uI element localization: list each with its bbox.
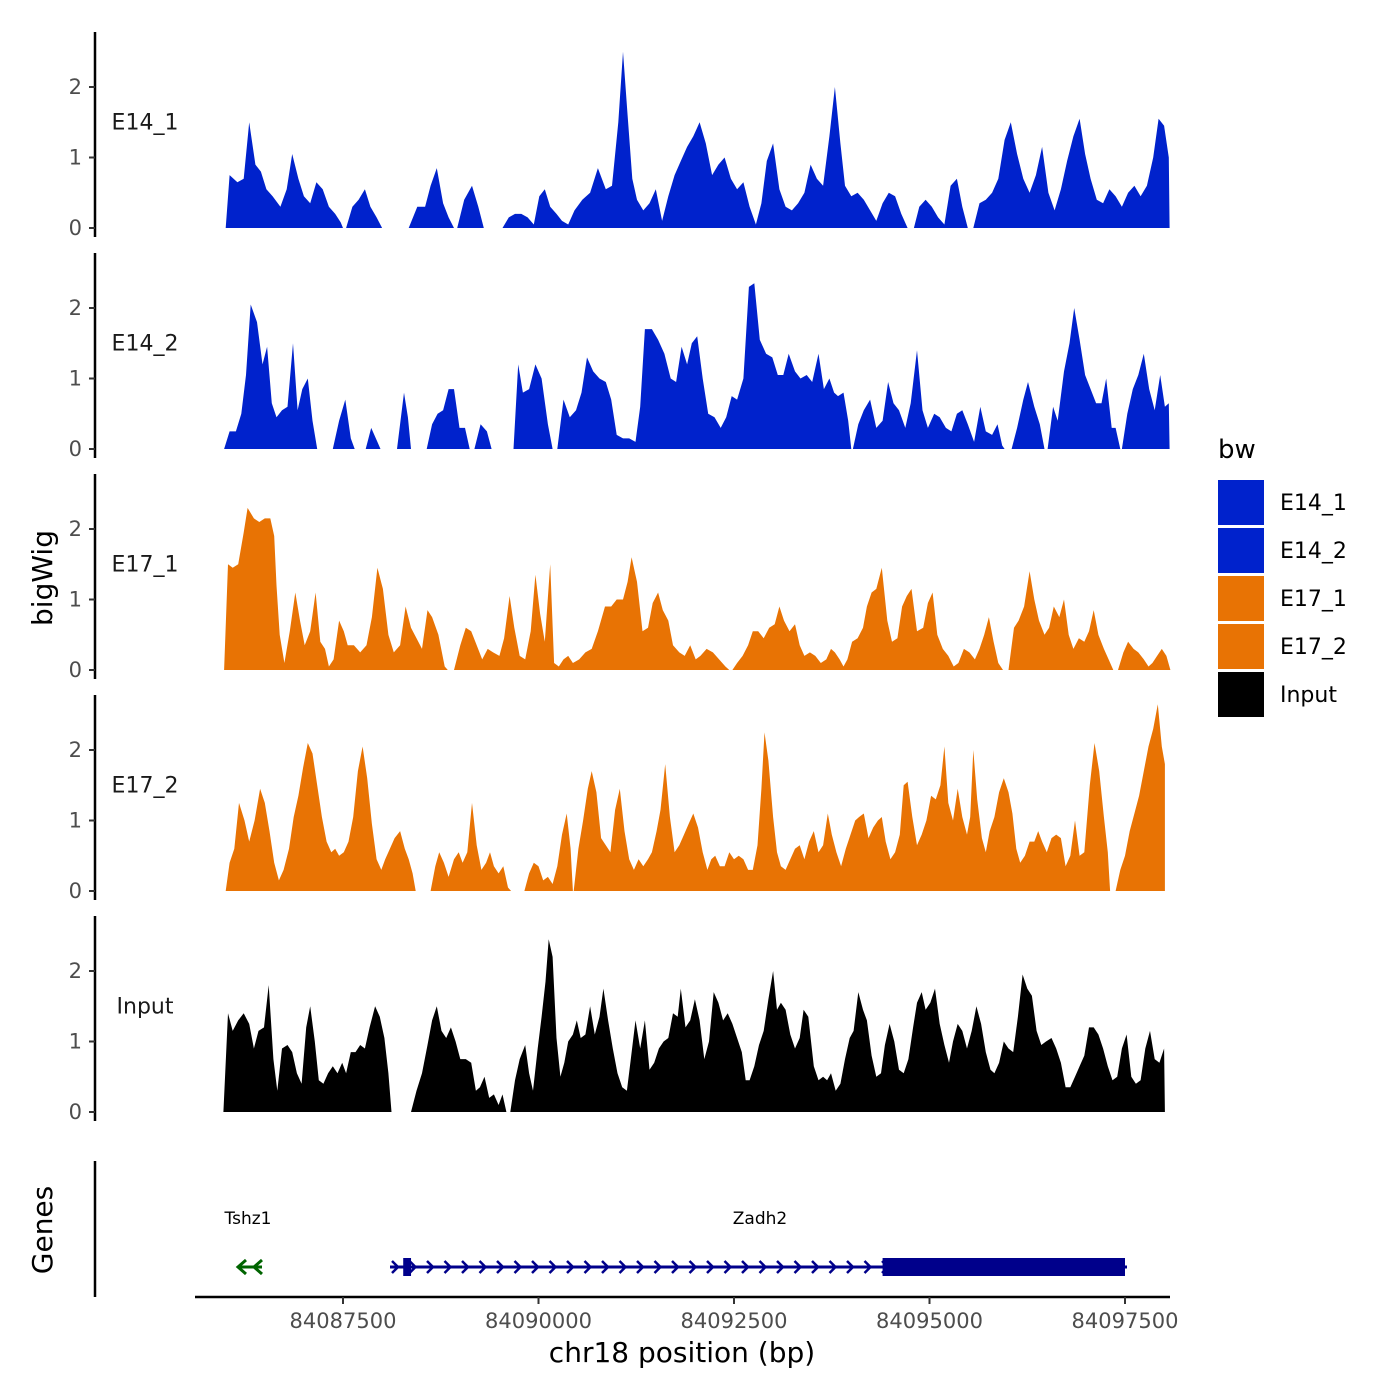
strand-arrow [723, 1260, 733, 1274]
y-tick-label: 0 [69, 437, 82, 461]
x-axis: 84087500 84090000 84092500 84095000 84097500 [195, 1295, 1179, 1333]
y-tick-label: 0 [69, 216, 82, 240]
strand-arrow [443, 1260, 453, 1274]
strand-arrow [653, 1260, 663, 1274]
exon [403, 1258, 412, 1276]
strand-arrow [408, 1260, 418, 1274]
legend-label-E14_1: E14_1 [1280, 491, 1347, 516]
signal-area-E14_2 [224, 283, 1170, 449]
track-label: E14_1 [112, 111, 179, 136]
x-tick-label: 84090000 [485, 1309, 592, 1333]
strand-arrow [478, 1260, 488, 1274]
gene-label: Zadh2 [733, 1209, 787, 1229]
strand-arrow [566, 1260, 575, 1274]
track-E17_2: 0 1 2 E17_2 [69, 695, 1165, 903]
strand-arrow [251, 1258, 263, 1276]
strand-arrow [846, 1260, 855, 1274]
tracks-layer: 0 1 2 E14_1 0 1 2 E14_2 0 1 2 E17_1 0 1 2 E17_2 0 1 2 Input [69, 32, 1171, 1124]
signal-area-E14_1 [225, 51, 1170, 228]
legend-swatch-Input [1218, 672, 1264, 717]
strand-arrow [706, 1260, 715, 1274]
gene-label: Tshz1 [224, 1209, 272, 1229]
track-label: E17_2 [112, 774, 179, 799]
gene-Tshz1: Tshz1 [224, 1209, 272, 1276]
strand-arrow [426, 1260, 435, 1274]
signal-area-E17_2 [225, 704, 1165, 891]
legend: bw E14_1 E14_2 E17_1 E17_2 Input [1218, 435, 1347, 717]
y-tick-label: 1 [69, 1030, 82, 1054]
signal-area-Input [223, 939, 1165, 1112]
y-tick-label: 1 [69, 809, 82, 833]
legend-swatch-E17_1 [1218, 576, 1264, 621]
y-tick-label: 2 [69, 296, 82, 320]
x-axis-title: chr18 position (bp) [549, 1336, 815, 1369]
strand-arrow [496, 1260, 505, 1274]
y-tick-label: 1 [69, 146, 82, 170]
strand-arrow [776, 1260, 785, 1274]
strand-arrow [758, 1260, 768, 1274]
y-tick-label: 2 [69, 517, 82, 541]
strand-arrow [636, 1260, 645, 1274]
legend-label-Input: Input [1280, 683, 1337, 708]
y-axis-title: bigWig [26, 530, 59, 626]
track-label: E14_2 [112, 332, 179, 357]
strand-arrow [583, 1260, 593, 1274]
x-tick-label: 84092500 [681, 1309, 788, 1333]
strand-arrow [671, 1260, 680, 1274]
strand-arrow [688, 1260, 698, 1274]
strand-arrow [793, 1260, 803, 1274]
strand-arrow [235, 1258, 247, 1276]
y-tick-label: 2 [69, 738, 82, 762]
strand-arrow [828, 1260, 838, 1274]
genes-panel: Tshz1 Zadh2 [93, 1161, 1127, 1297]
genes-panel-title: Genes [26, 1186, 59, 1274]
track-label: E17_1 [112, 553, 179, 578]
y-tick-label: 2 [69, 75, 82, 99]
x-tick-label: 84087500 [290, 1309, 397, 1333]
y-tick-label: 1 [69, 367, 82, 391]
track-E17_1: 0 1 2 E17_1 [69, 474, 1171, 682]
legend-swatch-E14_1 [1218, 480, 1264, 525]
strand-arrow [601, 1260, 610, 1274]
strand-arrow [863, 1260, 873, 1274]
y-tick-label: 2 [69, 959, 82, 983]
track-Input: 0 1 2 Input [69, 916, 1165, 1124]
legend-swatch-E17_2 [1218, 624, 1264, 669]
y-tick-label: 1 [69, 588, 82, 612]
track-E14_2: 0 1 2 E14_2 [69, 253, 1170, 461]
y-tick-label: 0 [69, 1100, 82, 1124]
strand-arrow [618, 1260, 628, 1274]
exon [882, 1258, 1125, 1276]
track-E14_1: 0 1 2 E14_1 [69, 32, 1170, 240]
strand-arrow [391, 1260, 400, 1274]
track-label: Input [117, 995, 174, 1020]
x-tick-label: 84097500 [1072, 1309, 1179, 1333]
x-tick-label: 84095000 [876, 1309, 983, 1333]
strand-arrow [811, 1260, 820, 1274]
strand-arrow [513, 1260, 523, 1274]
y-tick-label: 0 [69, 658, 82, 682]
strand-arrow [461, 1260, 470, 1274]
legend-swatch-E14_2 [1218, 528, 1264, 573]
strand-arrow [741, 1260, 750, 1274]
legend-label-E17_2: E17_2 [1280, 635, 1347, 660]
signal-area-E17_1 [224, 507, 1171, 670]
y-tick-label: 0 [69, 879, 82, 903]
legend-label-E17_1: E17_1 [1280, 587, 1347, 612]
legend-label-E14_2: E14_2 [1280, 539, 1347, 564]
strand-arrow [531, 1260, 540, 1274]
legend-title: bw [1218, 435, 1256, 465]
strand-arrow [548, 1260, 558, 1274]
gene-Zadh2: Zadh2 [390, 1209, 1127, 1276]
